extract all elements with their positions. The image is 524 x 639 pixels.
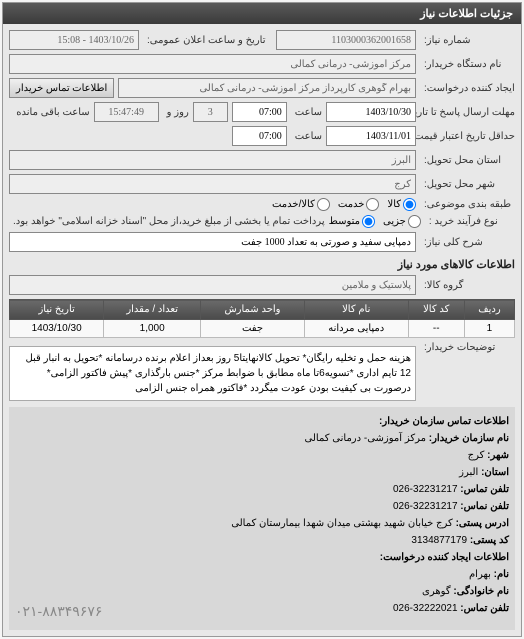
creator-label: ایجاد کننده درخواست: (420, 83, 515, 94)
contact-section: اطلاعات تماس سازمان خریدار: نام سازمان خ… (9, 407, 515, 630)
th-0: ردیف (464, 300, 514, 320)
deadline-date-input[interactable] (326, 102, 416, 122)
min-valid-label: حداقل تاریخ اعتبار قیمت: تا تاریخ: (420, 131, 515, 142)
contact-title: اطلاعات تماس سازمان خریدار: (379, 416, 509, 427)
key-label: شرح کلی نیاز: (420, 237, 515, 248)
th-3: واحد شمارش (201, 300, 305, 320)
proc-note: پرداخت تمام یا بخشی از مبلغ خرید،از محل … (9, 216, 325, 227)
category-label: طبقه بندی موضوعی: (420, 199, 515, 210)
process-radios: جزیی متوسط (329, 215, 421, 228)
delivery-prov-label: استان محل تحویل: (420, 155, 515, 166)
items-table: ردیف کد کالا نام کالا واحد شمارش تعداد /… (9, 299, 515, 338)
cat-goods-service-radio[interactable]: کالا/خدمت (272, 198, 330, 211)
announce-input[interactable] (9, 30, 139, 50)
cat-goods-radio[interactable]: کالا (387, 198, 416, 211)
buyer-note: هزینه حمل و تخلیه رایگان* تحویل کالانهای… (9, 346, 416, 401)
proc-medium-radio[interactable]: متوسط (329, 215, 375, 228)
th-2: نام کالا (304, 300, 408, 320)
delivery-city-input[interactable] (9, 174, 416, 194)
creator-contact-title: اطلاعات ایجاد کننده درخواست: (380, 552, 509, 563)
time-label-2: ساعت (291, 131, 322, 142)
td-3: جفت (201, 320, 305, 338)
group-input[interactable] (9, 275, 416, 295)
delivery-city-label: شهر محل تحویل: (420, 179, 515, 190)
req-no-label: شماره نیاز: (420, 35, 515, 46)
creator-input[interactable] (118, 78, 416, 98)
min-valid-time-input[interactable] (232, 126, 287, 146)
process-label: نوع فرآیند خرید : (425, 216, 515, 227)
announce-label: تاریخ و ساعت اعلان عمومی: (143, 35, 272, 46)
td-0: 1 (464, 320, 514, 338)
buyer-org-input[interactable] (9, 54, 416, 74)
deadline-time-input[interactable] (232, 102, 287, 122)
remain-time-input (94, 102, 159, 122)
table-header-row: ردیف کد کالا نام کالا واحد شمارش تعداد /… (10, 300, 515, 320)
min-valid-date-input[interactable] (326, 126, 416, 146)
group-label: گروه کالا: (420, 280, 515, 291)
th-4: تعداد / مقدار (104, 300, 201, 320)
proc-small-radio[interactable]: جزیی (383, 215, 421, 228)
remain-days-label: روز و (163, 107, 189, 118)
details-panel: جزئیات اطلاعات نیاز شماره نیاز: تاریخ و … (2, 2, 522, 637)
remain-suffix: ساعت باقی مانده (12, 107, 89, 118)
time-label-1: ساعت (291, 107, 322, 118)
td-2: دمپایی مردانه (304, 320, 408, 338)
panel-body: شماره نیاز: تاریخ و ساعت اعلان عمومی: نا… (3, 24, 521, 636)
th-1: کد کالا (408, 300, 464, 320)
footer-phone: ۰۲۱-۸۸۳۴۹۶۷۶ (15, 600, 102, 624)
panel-title: جزئیات اطلاعات نیاز (3, 3, 521, 24)
buyer-org-label: نام دستگاه خریدار: (420, 59, 515, 70)
contact-buyer-button[interactable]: اطلاعات تماس خریدار (9, 78, 114, 98)
items-title: اطلاعات کالاهای مورد نیاز (9, 258, 515, 271)
td-1: -- (408, 320, 464, 338)
delivery-prov-input[interactable] (9, 150, 416, 170)
req-no-input[interactable] (276, 30, 416, 50)
category-radios: کالا خدمت کالا/خدمت (272, 198, 416, 211)
td-5: 1403/10/30 (10, 320, 104, 338)
th-5: تاریخ نیاز (10, 300, 104, 320)
td-4: 1,000 (104, 320, 201, 338)
key-input[interactable] (9, 232, 416, 252)
deadline-label: مهلت ارسال پاسخ تا تاریخ: (420, 107, 515, 118)
table-row[interactable]: 1 -- دمپایی مردانه جفت 1,000 1403/10/30 (10, 320, 515, 338)
buyer-note-label: توضیحات خریدار: (420, 342, 515, 353)
remain-days-input (193, 102, 228, 122)
cat-service-radio[interactable]: خدمت (338, 198, 380, 211)
